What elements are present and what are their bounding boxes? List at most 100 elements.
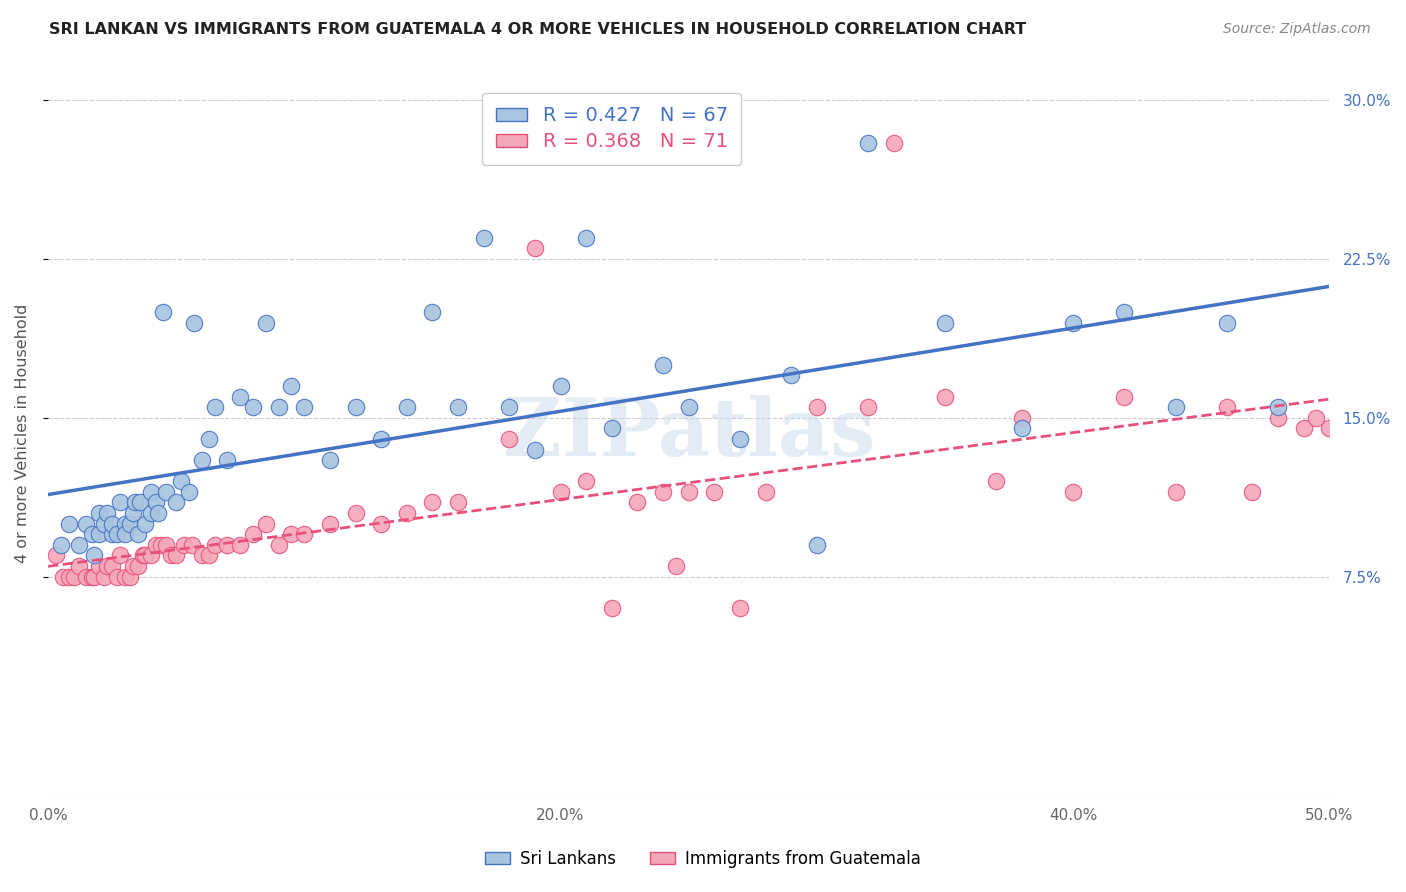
Point: [155, 538, 177, 552]
Point: [856, 400, 879, 414]
Point: [1062, 316, 1084, 330]
Point: [1062, 484, 1084, 499]
Point: [58, 569, 80, 583]
Point: [101, 527, 124, 541]
Point: [139, 484, 162, 499]
Point: [447, 495, 470, 509]
Point: [498, 432, 520, 446]
Point: [575, 231, 598, 245]
Text: SRI LANKAN VS IMMIGRANTS FROM GUATEMALA 4 OR MORE VEHICLES IN HOUSEHOLD CORRELAT: SRI LANKAN VS IMMIGRANTS FROM GUATEMALA …: [49, 22, 1026, 37]
Point: [165, 495, 187, 509]
Point: [319, 516, 342, 531]
Point: [165, 549, 187, 563]
Point: [152, 305, 174, 319]
Point: [139, 506, 162, 520]
Point: [76, 569, 98, 583]
Point: [121, 558, 143, 573]
Point: [575, 475, 598, 489]
Point: [652, 484, 675, 499]
Point: [883, 136, 905, 150]
Point: [145, 495, 167, 509]
Point: [242, 527, 264, 541]
Point: [89, 506, 111, 520]
Point: [934, 316, 956, 330]
Point: [254, 316, 277, 330]
Point: [108, 495, 131, 509]
Point: [134, 516, 156, 531]
Point: [806, 400, 828, 414]
Point: [120, 569, 142, 583]
Point: [550, 379, 572, 393]
Point: [170, 475, 193, 489]
Point: [626, 495, 648, 509]
Point: [132, 549, 155, 563]
Point: [344, 400, 367, 414]
Point: [191, 549, 214, 563]
Point: [183, 316, 205, 330]
Point: [728, 601, 751, 615]
Point: [101, 558, 124, 573]
Point: [370, 432, 392, 446]
Point: [703, 484, 725, 499]
Point: [139, 549, 162, 563]
Point: [1114, 305, 1136, 319]
Point: [148, 506, 170, 520]
Point: [806, 538, 828, 552]
Point: [45, 549, 67, 563]
Point: [58, 516, 80, 531]
Point: [49, 538, 72, 552]
Point: [127, 527, 149, 541]
Point: [83, 569, 105, 583]
Point: [83, 549, 105, 563]
Point: [149, 538, 172, 552]
Point: [198, 432, 221, 446]
Point: [934, 390, 956, 404]
Point: [678, 484, 700, 499]
Point: [121, 506, 143, 520]
Point: [600, 421, 623, 435]
Point: [665, 558, 688, 573]
Point: [155, 484, 177, 499]
Point: [1164, 400, 1187, 414]
Point: [292, 527, 315, 541]
Point: [80, 569, 103, 583]
Point: [89, 527, 111, 541]
Point: [1292, 421, 1315, 435]
Point: [1164, 484, 1187, 499]
Point: [422, 305, 444, 319]
Point: [344, 506, 367, 520]
Point: [292, 400, 315, 414]
Point: [160, 549, 183, 563]
Point: [280, 379, 302, 393]
Legend: Sri Lankans, Immigrants from Guatemala: Sri Lankans, Immigrants from Guatemala: [478, 844, 928, 875]
Point: [67, 558, 90, 573]
Point: [52, 569, 75, 583]
Point: [986, 475, 1008, 489]
Point: [120, 516, 142, 531]
Point: [229, 390, 252, 404]
Point: [217, 538, 239, 552]
Point: [105, 569, 128, 583]
Point: [1216, 316, 1239, 330]
Point: [254, 516, 277, 531]
Point: [177, 484, 200, 499]
Point: [173, 538, 195, 552]
Point: [180, 538, 202, 552]
Point: [93, 569, 115, 583]
Point: [1305, 410, 1327, 425]
Point: [93, 516, 115, 531]
Point: [145, 538, 167, 552]
Point: [280, 527, 302, 541]
Point: [204, 400, 226, 414]
Point: [76, 516, 98, 531]
Point: [217, 453, 239, 467]
Point: [1114, 390, 1136, 404]
Point: [652, 358, 675, 372]
Point: [114, 527, 136, 541]
Point: [472, 231, 495, 245]
Point: [80, 527, 103, 541]
Point: [1317, 421, 1340, 435]
Point: [242, 400, 264, 414]
Point: [127, 558, 149, 573]
Point: [101, 516, 124, 531]
